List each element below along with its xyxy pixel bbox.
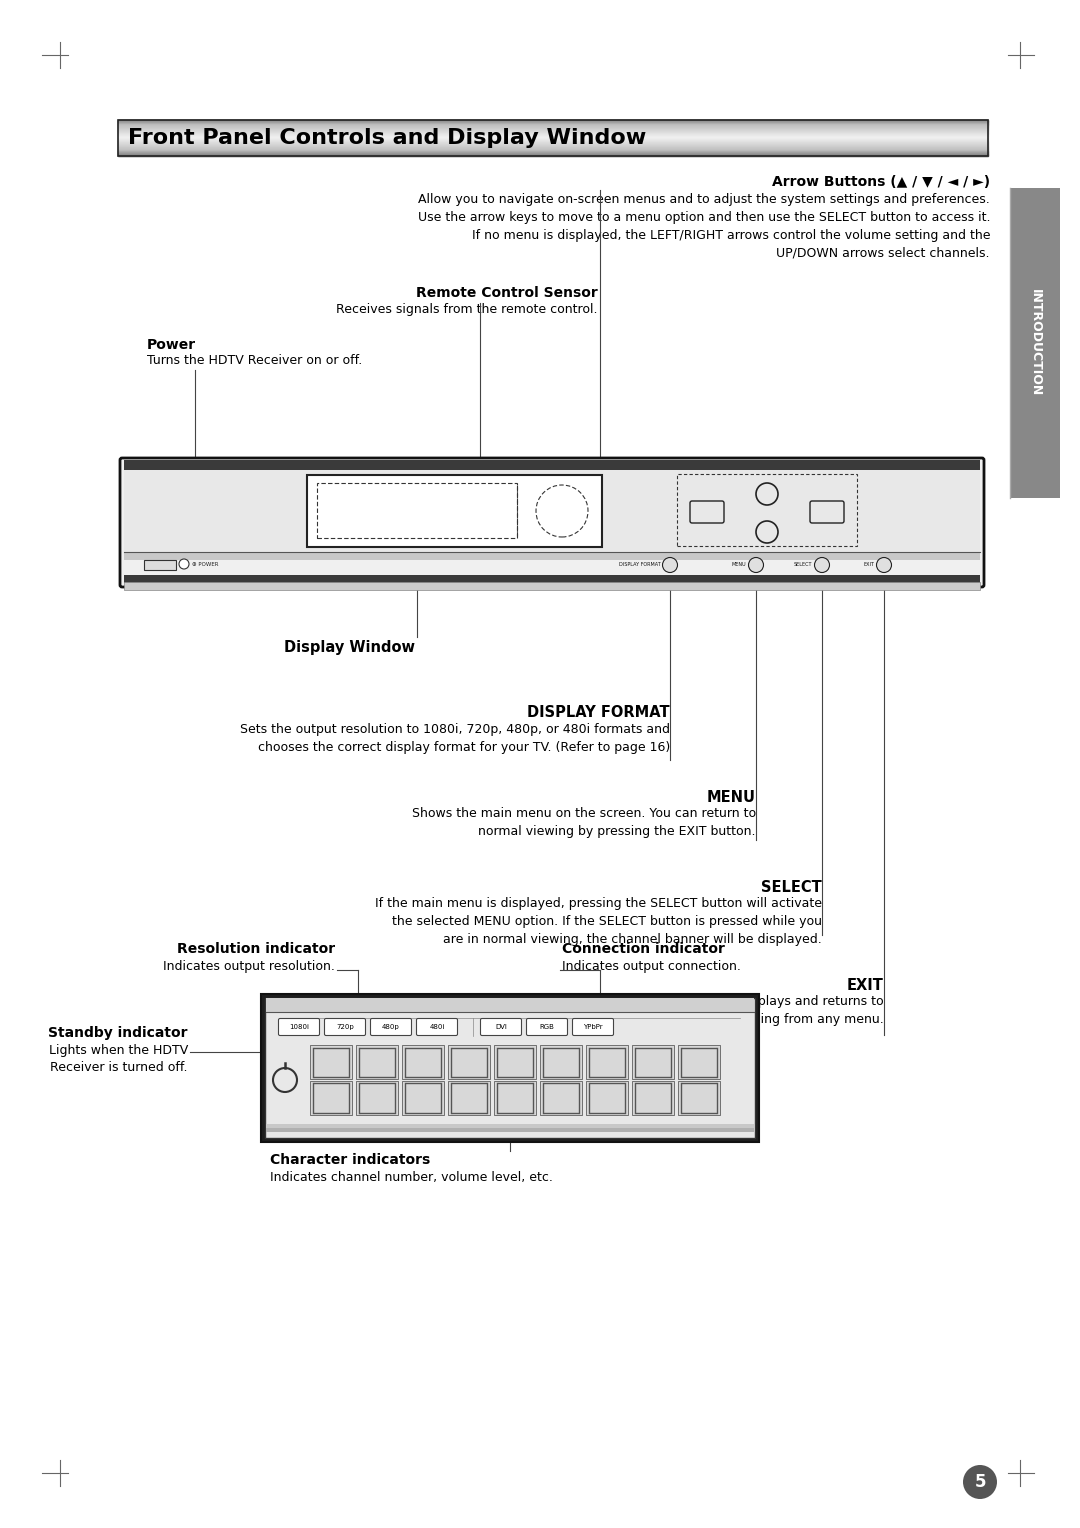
Text: Allow you to navigate on-screen menus and to adjust the system settings and pref: Allow you to navigate on-screen menus an… (418, 193, 990, 260)
FancyBboxPatch shape (481, 1019, 522, 1036)
Text: Turns the HDTV Receiver on or off.: Turns the HDTV Receiver on or off. (147, 354, 362, 367)
Bar (318, 483, 517, 538)
Bar (124, 575, 980, 584)
Bar (307, 475, 602, 547)
Bar (494, 1045, 536, 1079)
Bar (678, 1045, 720, 1079)
Text: 5: 5 (974, 1473, 986, 1491)
Text: 1080i: 1080i (289, 1024, 309, 1030)
Text: If the main menu is displayed, pressing the SELECT button will activate
the sele: If the main menu is displayed, pressing … (375, 897, 822, 946)
Text: Lights when the HDTV
Receiver is turned off.: Lights when the HDTV Receiver is turned … (49, 1044, 188, 1074)
Text: DISPLAY FORMAT: DISPLAY FORMAT (619, 562, 661, 567)
Text: Arrow Buttons (▲ / ▼ / ◄ / ►): Arrow Buttons (▲ / ▼ / ◄ / ►) (772, 176, 990, 189)
Text: Receives signals from the remote control.: Receives signals from the remote control… (337, 303, 598, 316)
Text: 480i: 480i (430, 1024, 445, 1030)
Bar (124, 552, 980, 559)
Text: Indicates output resolution.: Indicates output resolution. (163, 960, 335, 973)
Bar (586, 1082, 627, 1115)
Bar (677, 474, 858, 545)
Bar (356, 1082, 399, 1115)
Bar (310, 1082, 352, 1115)
Bar (402, 1045, 444, 1079)
Bar (124, 471, 980, 552)
Text: DISPLAY FORMAT: DISPLAY FORMAT (527, 704, 670, 720)
Text: Indicates channel number, volume level, etc.: Indicates channel number, volume level, … (270, 1170, 553, 1184)
Bar (1010, 188, 1059, 498)
Text: MENU: MENU (707, 790, 756, 805)
Bar (266, 1125, 754, 1128)
Text: SELECT: SELECT (761, 880, 822, 895)
Bar (118, 121, 988, 156)
Bar (540, 1045, 582, 1079)
Bar (124, 460, 980, 471)
Bar (586, 1045, 627, 1079)
Text: YPbPr: YPbPr (583, 1024, 603, 1030)
Bar (632, 1082, 674, 1115)
Circle shape (814, 558, 829, 573)
Text: MENU: MENU (732, 562, 746, 567)
Bar (448, 1082, 490, 1115)
FancyBboxPatch shape (370, 1019, 411, 1036)
Text: INTRODUCTION: INTRODUCTION (1028, 289, 1041, 397)
Text: Front Panel Controls and Display Window: Front Panel Controls and Display Window (129, 128, 646, 148)
Text: Display Window: Display Window (284, 640, 415, 656)
Text: Indicates output connection.: Indicates output connection. (562, 960, 741, 973)
Text: Shows the main menu on the screen. You can return to
normal viewing by pressing : Shows the main menu on the screen. You c… (411, 807, 756, 837)
Bar (678, 1082, 720, 1115)
Text: ⊕ POWER: ⊕ POWER (192, 561, 218, 567)
Bar (310, 1045, 352, 1079)
Circle shape (179, 559, 189, 568)
Text: 480p: 480p (382, 1024, 400, 1030)
Bar (266, 998, 754, 1012)
FancyBboxPatch shape (417, 1019, 458, 1036)
Text: Power: Power (147, 338, 197, 351)
Circle shape (662, 558, 677, 573)
Text: EXIT: EXIT (847, 978, 885, 993)
Ellipse shape (756, 483, 778, 504)
Text: DVI: DVI (495, 1024, 507, 1030)
Text: Clears all on-screen displays and returns to
normal viewing from any menu.: Clears all on-screen displays and return… (612, 995, 885, 1025)
Text: Resolution indicator: Resolution indicator (177, 941, 335, 957)
Bar (266, 1126, 754, 1132)
Text: EXIT: EXIT (864, 562, 875, 567)
Text: Connection indicator: Connection indicator (562, 941, 725, 957)
Ellipse shape (756, 521, 778, 542)
Bar (448, 1045, 490, 1079)
Text: Standby indicator: Standby indicator (49, 1025, 188, 1041)
FancyBboxPatch shape (690, 501, 724, 523)
Text: RGB: RGB (540, 1024, 554, 1030)
Circle shape (748, 558, 764, 573)
Bar (632, 1045, 674, 1079)
Text: Character indicators: Character indicators (270, 1154, 430, 1167)
Bar (540, 1082, 582, 1115)
FancyBboxPatch shape (527, 1019, 567, 1036)
FancyBboxPatch shape (810, 501, 843, 523)
Text: Remote Control Sensor: Remote Control Sensor (416, 286, 598, 299)
FancyBboxPatch shape (324, 1019, 365, 1036)
Bar (265, 998, 755, 1138)
Text: Sets the output resolution to 1080i, 720p, 480p, or 480i formats and
chooses the: Sets the output resolution to 1080i, 720… (240, 723, 670, 753)
Bar (261, 995, 759, 1141)
Circle shape (963, 1465, 997, 1499)
Bar (144, 559, 176, 570)
FancyBboxPatch shape (572, 1019, 613, 1036)
Bar (494, 1082, 536, 1115)
FancyBboxPatch shape (279, 1019, 320, 1036)
Bar (124, 582, 980, 590)
Circle shape (877, 558, 891, 573)
Text: 720p: 720p (336, 1024, 354, 1030)
Bar (356, 1045, 399, 1079)
Bar (402, 1082, 444, 1115)
FancyBboxPatch shape (120, 458, 984, 587)
Text: SELECT: SELECT (794, 562, 812, 567)
